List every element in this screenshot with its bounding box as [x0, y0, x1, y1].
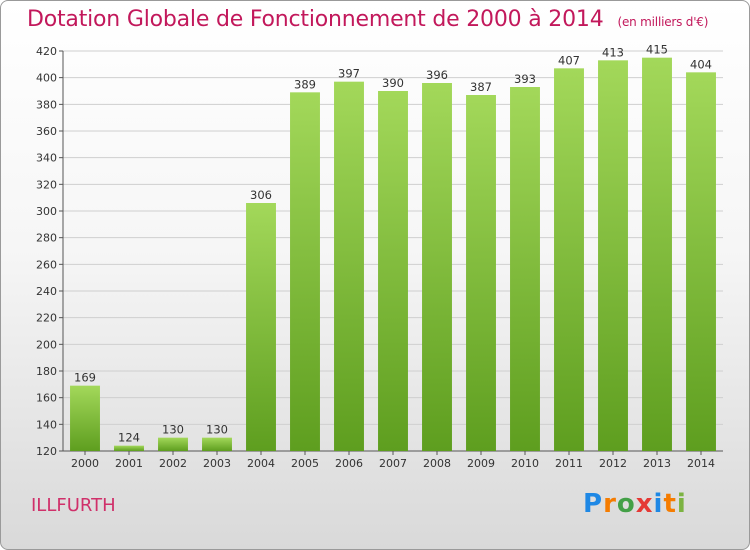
data-label: 413 — [602, 45, 624, 59]
y-tick-label: 180 — [36, 365, 57, 378]
bar — [290, 92, 320, 451]
bar-chart: 120 140 160 180 200 220 240 260 280 300 320 340 360 3… — [36, 43, 723, 470]
x-tick-label: 2001 — [115, 457, 143, 470]
logo-letter: r — [603, 489, 617, 519]
x-tick-label: 2002 — [159, 457, 187, 470]
bar — [422, 83, 452, 451]
chart-title: Dotation Globale de Fonctionnement de 20… — [27, 7, 708, 32]
bar — [510, 87, 540, 451]
x-tick-label: 2013 — [643, 457, 671, 470]
x-tick-label: 2010 — [511, 457, 539, 470]
logo-letter: i — [653, 489, 664, 519]
data-label: 124 — [118, 431, 140, 445]
y-tick-label: 240 — [36, 285, 57, 298]
x-tick-label: 2014 — [687, 457, 715, 470]
data-label: 396 — [426, 68, 448, 82]
axes: 120 140 160 180 200 220 240 260 280 300 320 340 360 3… — [36, 45, 723, 470]
logo-letter: P — [583, 489, 604, 519]
y-tick-label: 220 — [36, 312, 57, 325]
data-label: 306 — [250, 188, 272, 202]
data-label: 130 — [206, 423, 228, 437]
y-tick-label: 300 — [36, 205, 57, 218]
y-tick-label: 200 — [36, 338, 57, 351]
y-tick-label: 140 — [36, 418, 57, 431]
bar — [334, 81, 364, 452]
commune-name: ILLFURTH — [31, 495, 116, 516]
data-label: 130 — [162, 423, 184, 437]
data-label: 393 — [514, 72, 536, 86]
bars — [70, 57, 716, 452]
proxiti-logo: Proxiti — [583, 489, 687, 519]
bar — [114, 445, 144, 451]
x-tick-label: 2004 — [247, 457, 275, 470]
y-tick-label: 160 — [36, 392, 57, 405]
chart-unit: (en milliers d'€) — [617, 15, 709, 29]
y-tick-label: 280 — [36, 232, 57, 245]
bar — [246, 203, 276, 451]
x-tick-label: 2005 — [291, 457, 319, 470]
data-label: 397 — [338, 67, 360, 81]
y-tick-label: 380 — [36, 98, 57, 111]
bar — [202, 437, 232, 451]
y-tick-label: 340 — [36, 152, 57, 165]
y-tick-label: 400 — [36, 72, 57, 85]
bar — [158, 437, 188, 451]
data-label: 404 — [690, 57, 712, 71]
bar — [642, 57, 672, 452]
bar — [70, 385, 100, 451]
x-tick-label: 2006 — [335, 457, 363, 470]
data-label: 390 — [382, 76, 404, 90]
x-tick-label: 2007 — [379, 457, 407, 470]
bar — [598, 60, 628, 451]
y-tick-label: 360 — [36, 125, 57, 138]
bar — [686, 72, 716, 451]
x-tick-label: 2009 — [467, 457, 495, 470]
data-label: 389 — [294, 77, 316, 91]
logo-letter: x — [635, 489, 654, 519]
y-tick-label: 120 — [36, 445, 57, 458]
y-tick-label: 320 — [36, 178, 57, 191]
bar — [378, 91, 408, 451]
chart-title-text: Dotation Globale de Fonctionnement de 20… — [27, 7, 604, 32]
data-label: 169 — [74, 371, 96, 385]
data-labels: 169 124 130 130 306 389 397 390 396 387 393 407 413 4… — [74, 43, 712, 445]
x-tick-label: 2008 — [423, 457, 451, 470]
x-tick-label: 2003 — [203, 457, 231, 470]
bar — [466, 95, 496, 451]
data-label: 407 — [558, 53, 580, 67]
data-label: 387 — [470, 80, 492, 94]
logo-letter: t — [663, 489, 677, 519]
logo-letter: o — [616, 489, 636, 519]
y-tick-label: 420 — [36, 45, 57, 58]
bar — [554, 68, 584, 451]
data-label: 415 — [646, 43, 668, 57]
x-tick-label: 2012 — [599, 457, 627, 470]
logo-letter: i — [676, 489, 687, 519]
y-tick-label: 260 — [36, 258, 57, 271]
x-tick-label: 2000 — [71, 457, 99, 470]
x-tick-label: 2011 — [555, 457, 583, 470]
